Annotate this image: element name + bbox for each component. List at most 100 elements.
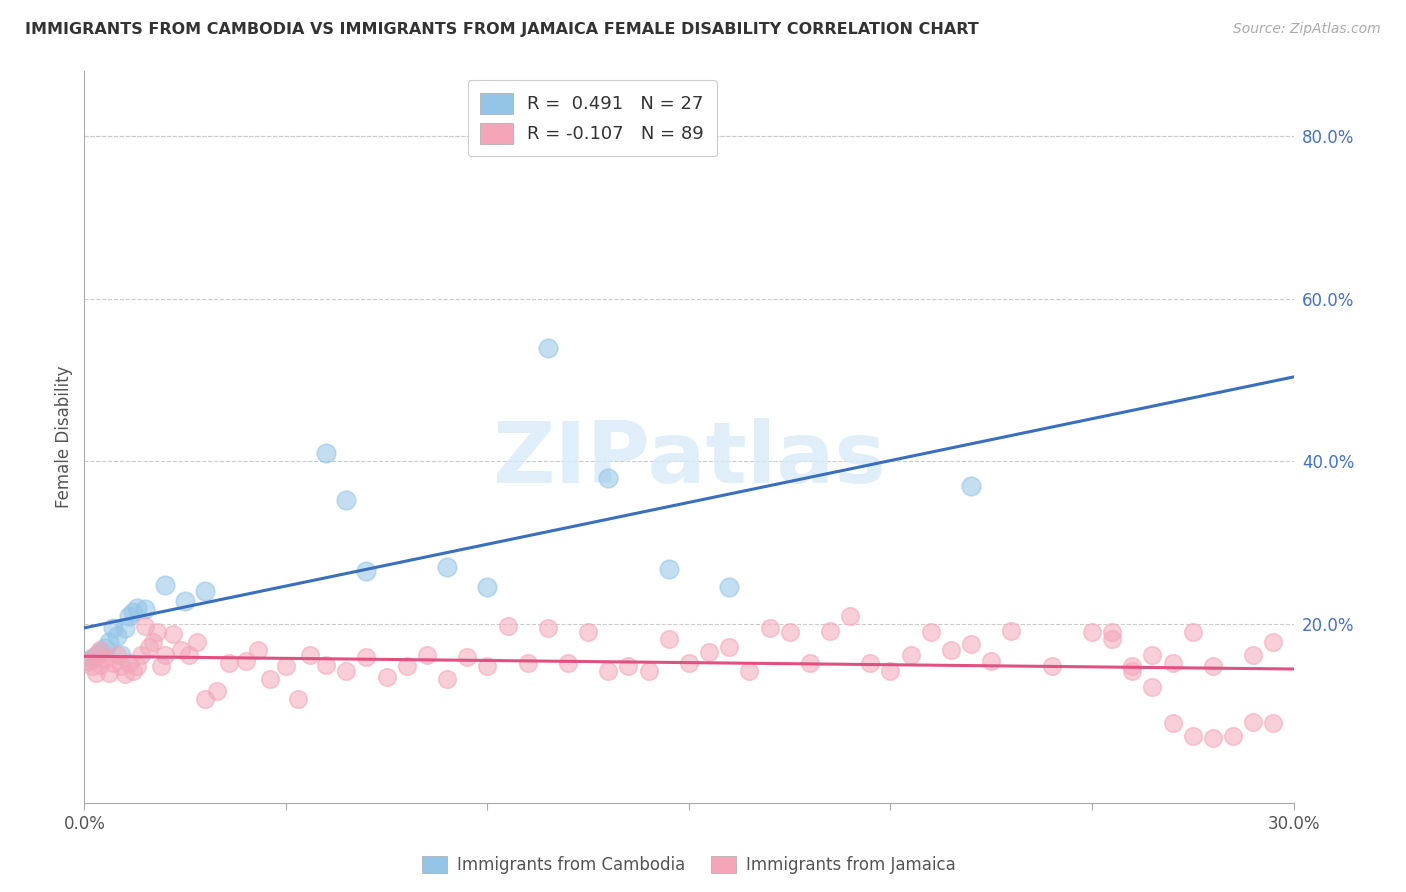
Y-axis label: Female Disability: Female Disability — [55, 366, 73, 508]
Point — [1181, 729, 1204, 743]
Point — [335, 664, 357, 678]
Text: Source: ZipAtlas.com: Source: ZipAtlas.com — [1233, 22, 1381, 37]
Point — [246, 643, 269, 657]
Point — [920, 625, 942, 640]
Point — [110, 659, 132, 673]
Point — [1161, 656, 1184, 670]
Point — [110, 648, 132, 662]
Point — [97, 665, 120, 680]
Point — [839, 608, 862, 623]
Point — [818, 624, 841, 638]
Point — [134, 618, 156, 632]
Point — [274, 659, 297, 673]
Point — [129, 648, 152, 662]
Point — [162, 626, 184, 640]
Point — [658, 632, 681, 646]
Point — [207, 683, 229, 698]
Point — [1263, 716, 1285, 731]
Point — [697, 645, 720, 659]
Point — [93, 651, 115, 665]
Point — [960, 479, 983, 493]
Point — [779, 625, 801, 640]
Point — [82, 651, 104, 665]
Point — [496, 618, 519, 632]
Point — [114, 667, 136, 681]
Point — [900, 648, 922, 662]
Point — [89, 643, 111, 657]
Point — [299, 648, 322, 662]
Point — [186, 635, 208, 649]
Point — [557, 656, 579, 670]
Point — [718, 640, 741, 654]
Text: ZIPatlas: ZIPatlas — [492, 417, 886, 500]
Point — [315, 657, 337, 672]
Point — [1241, 648, 1264, 662]
Point — [1181, 625, 1204, 640]
Point — [678, 656, 700, 670]
Point — [335, 493, 357, 508]
Point — [436, 560, 458, 574]
Point — [416, 648, 439, 662]
Point — [1161, 716, 1184, 731]
Point — [194, 691, 217, 706]
Point — [395, 659, 418, 673]
Point — [179, 648, 201, 662]
Point — [86, 649, 108, 664]
Legend: Immigrants from Cambodia, Immigrants from Jamaica: Immigrants from Cambodia, Immigrants fro… — [415, 847, 963, 882]
Point — [101, 656, 124, 670]
Point — [218, 656, 240, 670]
Point — [375, 670, 398, 684]
Point — [97, 635, 120, 649]
Point — [259, 673, 281, 687]
Point — [1263, 635, 1285, 649]
Point — [1142, 648, 1164, 662]
Point — [1101, 625, 1123, 640]
Point — [118, 656, 141, 670]
Point — [576, 625, 599, 640]
Point — [153, 648, 176, 662]
Point — [356, 564, 378, 578]
Point — [436, 673, 458, 687]
Point — [1241, 714, 1264, 729]
Point — [738, 664, 761, 678]
Point — [1101, 632, 1123, 646]
Point — [1040, 659, 1063, 673]
Point — [1121, 664, 1143, 678]
Point — [598, 471, 620, 485]
Point — [477, 581, 499, 595]
Point — [105, 648, 128, 662]
Point — [456, 649, 478, 664]
Point — [146, 625, 169, 640]
Point — [194, 584, 217, 599]
Point — [859, 656, 882, 670]
Point — [86, 648, 108, 662]
Point — [658, 562, 681, 576]
Point — [149, 659, 172, 673]
Point — [138, 640, 160, 654]
Point — [114, 621, 136, 635]
Point — [1000, 624, 1022, 638]
Point — [118, 608, 141, 623]
Point — [315, 446, 337, 460]
Point — [637, 664, 659, 678]
Point — [105, 629, 128, 643]
Point — [153, 578, 176, 592]
Point — [799, 656, 821, 670]
Point — [287, 691, 309, 706]
Point — [125, 659, 148, 673]
Point — [1202, 731, 1225, 745]
Point — [758, 621, 780, 635]
Point — [879, 664, 901, 678]
Point — [93, 641, 115, 656]
Text: IMMIGRANTS FROM CAMBODIA VS IMMIGRANTS FROM JAMAICA FEMALE DISABILITY CORRELATIO: IMMIGRANTS FROM CAMBODIA VS IMMIGRANTS F… — [25, 22, 979, 37]
Point — [980, 654, 1002, 668]
Point — [235, 654, 257, 668]
Point — [1081, 625, 1104, 640]
Point — [598, 664, 620, 678]
Point — [89, 645, 111, 659]
Point — [142, 635, 165, 649]
Point — [477, 659, 499, 673]
Point — [125, 600, 148, 615]
Point — [86, 665, 108, 680]
Point — [617, 659, 640, 673]
